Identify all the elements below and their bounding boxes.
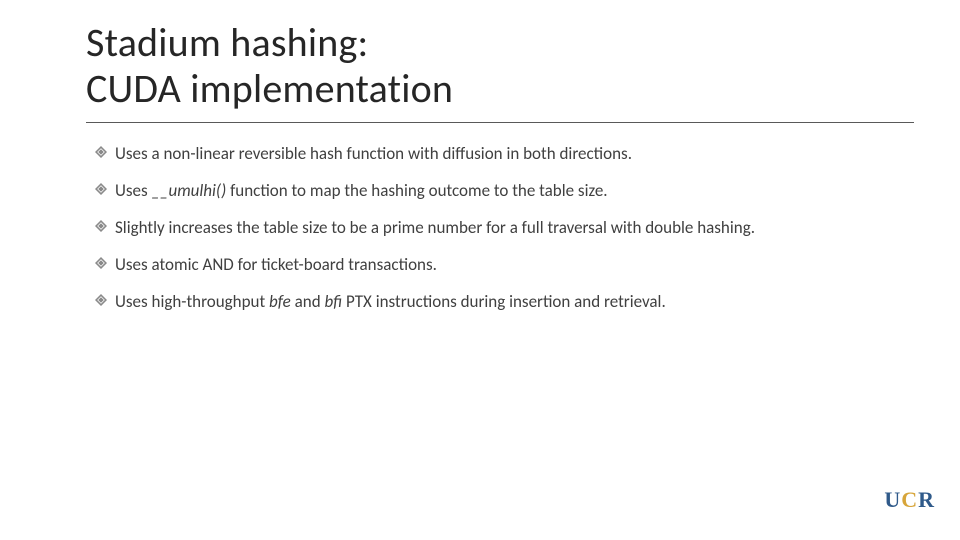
title-line-2: CUDA implementation [86, 64, 453, 113]
bullet-text: Uses high-throughput bfe and bfi PTX ins… [115, 291, 924, 314]
ucr-logo: UCR [884, 487, 935, 513]
bullet-list: Uses a non-linear reversible hash functi… [95, 143, 924, 328]
slide: Stadium hashing: CUDA implementation Use… [0, 0, 960, 540]
diamond-bullet-icon [95, 294, 109, 308]
title-block: Stadium hashing: CUDA implementation [86, 20, 920, 123]
bullet-text-segment: Uses high-throughput [115, 291, 269, 312]
bullet-text-segment: Slightly increases the table size to be … [115, 217, 755, 238]
bullet-text-italic: __umulhi() [152, 180, 227, 201]
bullet-text: Uses __umulhi() function to map the hash… [115, 180, 924, 203]
bullet-text-segment: PTX instructions during insertion and re… [342, 291, 666, 312]
diamond-bullet-icon [95, 257, 109, 271]
logo-letter-c: C [901, 487, 918, 512]
bullet-text-segment: and [291, 291, 325, 312]
bullet-item: Uses __umulhi() function to map the hash… [95, 180, 924, 203]
bullet-text-segment: function to map the hashing outcome to t… [226, 180, 607, 201]
bullet-item: Uses a non-linear reversible hash functi… [95, 143, 924, 166]
logo-letter-u: U [884, 487, 901, 512]
bullet-item: Uses high-throughput bfe and bfi PTX ins… [95, 291, 924, 314]
diamond-bullet-icon [95, 146, 109, 160]
bullet-text: Slightly increases the table size to be … [115, 217, 924, 240]
bullet-item: Slightly increases the table size to be … [95, 217, 924, 240]
bullet-text-italic: bfi [324, 291, 342, 312]
diamond-bullet-icon [95, 183, 109, 197]
bullet-text-italic: bfe [269, 291, 291, 312]
bullet-item: Uses atomic AND for ticket-board transac… [95, 254, 924, 277]
slide-title: Stadium hashing: CUDA implementation [86, 20, 914, 123]
bullet-text-segment: Uses [115, 180, 152, 201]
logo-letter-r: R [918, 487, 935, 512]
bullet-text-segment: Uses a non-linear reversible hash functi… [115, 143, 632, 164]
bullet-text: Uses a non-linear reversible hash functi… [115, 143, 924, 166]
title-line-1: Stadium hashing: [86, 18, 368, 67]
diamond-bullet-icon [95, 220, 109, 234]
bullet-text: Uses atomic AND for ticket-board transac… [115, 254, 924, 277]
bullet-text-segment: Uses atomic AND for ticket-board transac… [115, 254, 437, 275]
